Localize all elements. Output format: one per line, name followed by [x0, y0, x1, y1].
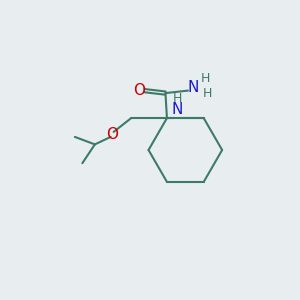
Text: N: N — [172, 102, 183, 117]
Text: H: H — [202, 87, 212, 100]
Text: O: O — [133, 83, 145, 98]
Text: H: H — [201, 72, 210, 85]
Text: H: H — [173, 92, 182, 106]
Text: N: N — [187, 80, 199, 94]
Text: O: O — [106, 127, 118, 142]
